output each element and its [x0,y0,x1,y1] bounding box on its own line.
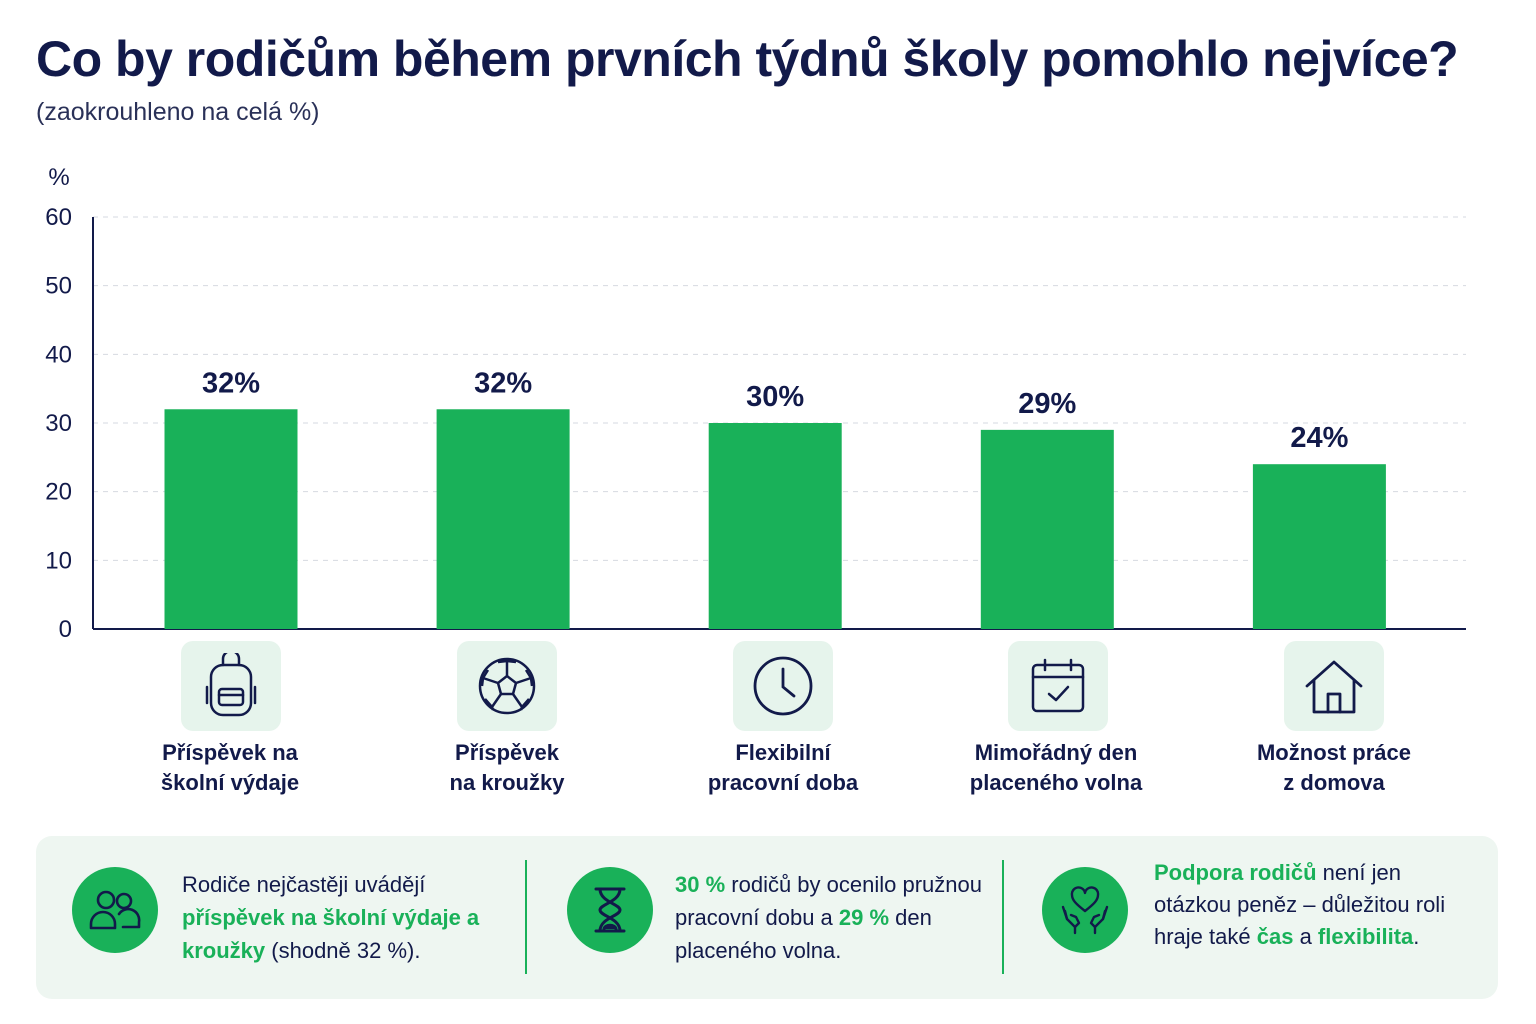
bar [1252,464,1386,629]
hourglass-icon [594,887,626,933]
bar-value-label: 32% [202,367,260,399]
bar-value-label: 32% [474,367,532,399]
info-highlight: příspěvek na školní výdaje a kroužky [182,905,480,963]
info-text-3: Podpora rodičů není jen otázkou peněz – … [1154,857,1464,953]
heart-hands-icon [1061,886,1109,935]
y-tick-label: 0 [59,616,72,640]
y-tick-label: 30 [45,410,72,437]
info-text-part: není jen otázkou peněz – důležitou roli … [1154,860,1446,949]
backpack-icon [205,653,257,717]
category-label: Příspěvek na kroužky [449,740,565,795]
info-highlight: Podpora rodičů [1154,860,1317,885]
bar-value-label: 30% [746,381,804,413]
football-icon [478,657,536,715]
info-text-part: a [1293,924,1318,949]
bar-chart: 0 10 20 30 40 50 60% 32% 32% 30% 29% 24% [45,164,1466,640]
bar [980,429,1114,629]
info-highlight: 29 % [838,905,890,930]
heart-hands-icon-circle [1042,867,1128,953]
info-text-part: Rodiče nejčastěji uvádějí [182,872,426,897]
y-tick-label: 10 [45,547,72,574]
y-tick-label: 60 [45,204,72,231]
chart-subtitle: (zaokrouhleno na celá %) [36,98,320,126]
people-icon [89,890,141,930]
bar [436,409,570,629]
info-text-part: (shodně 32 %). [265,938,421,963]
y-tick-label: 20 [45,479,72,506]
people-icon-circle [72,867,158,953]
info-text-1: Rodiče nejčastěji uvádějí příspěvek na š… [182,868,502,967]
category-label: Mimořádný den placeného volna [969,740,1143,795]
y-tick-label: 50 [45,273,72,300]
clock-icon [753,656,813,716]
clock-icon-box [733,641,833,731]
football-icon-box [457,641,557,731]
bar [164,409,298,629]
house-icon [1305,660,1363,714]
info-highlight: 30 % [675,872,726,897]
chart-title: Co by rodičům během prvních týdnů školy … [36,31,1459,87]
category-label: Flexibilní pracovní doba [707,740,859,795]
y-tick-label: 40 [45,341,72,368]
info-highlight: flexibilita [1317,924,1414,949]
calendar-check-icon-box [1008,641,1108,731]
bar-value-label: 24% [1290,422,1348,454]
house-icon-box [1284,641,1384,731]
hourglass-icon-circle [567,867,653,953]
category-label: Možnost práce z domova [1256,740,1412,795]
info-text-part: . [1413,924,1420,949]
info-text-2: 30 % rodičů by ocenilo pružnou pracovní … [675,868,990,967]
info-text-part: rodičů by ocenilo pružnou pracovní dobu … [675,872,982,930]
info-panel [36,836,1498,999]
info-highlight: čas [1256,924,1294,949]
bar-value-label: 29% [1018,388,1076,420]
backpack-icon-box [181,641,281,731]
calendar-check-icon [1031,658,1085,713]
divider [1002,860,1004,974]
category-label: Příspěvek na školní výdaje [160,740,300,795]
info-text-part: den placeného volna. [675,905,932,963]
bar [708,423,842,629]
y-axis-label: % [48,164,69,191]
divider [525,860,527,974]
